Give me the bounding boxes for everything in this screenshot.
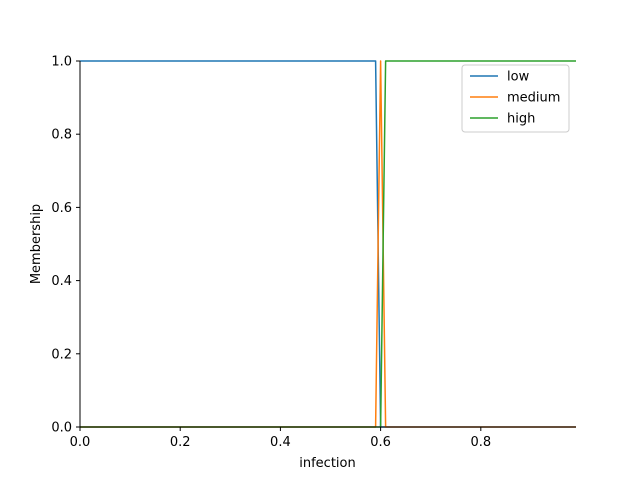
x-tick-label: 0.0: [70, 435, 91, 450]
y-tick-label: 1.0: [51, 55, 72, 70]
x-tick-label: 0.8: [470, 435, 491, 450]
x-tick-label: 0.4: [270, 435, 291, 450]
y-tick-label: 0.4: [51, 274, 72, 289]
y-tick-label: 0.8: [51, 128, 72, 143]
legend-label-high: high: [507, 112, 535, 127]
y-tick-label: 0.6: [51, 201, 72, 216]
y-axis-label: Membership: [29, 204, 44, 284]
y-tick-label: 0.0: [51, 421, 72, 436]
ticks: 0.0 0.2 0.4 0.6 0.8 0.0 0.2 0.4 0.6 0.8 1.0: [51, 55, 491, 451]
y-tick-label: 0.2: [51, 347, 72, 362]
x-tick-label: 0.2: [170, 435, 191, 450]
x-axis-label: infection: [299, 456, 355, 471]
legend-box: [461, 64, 570, 133]
legend: low medium high: [461, 64, 570, 133]
x-tick-label: 0.6: [370, 435, 391, 450]
axes: [79, 61, 576, 428]
legend-label-medium: medium: [507, 91, 560, 106]
legend-label-low: low: [507, 70, 530, 85]
